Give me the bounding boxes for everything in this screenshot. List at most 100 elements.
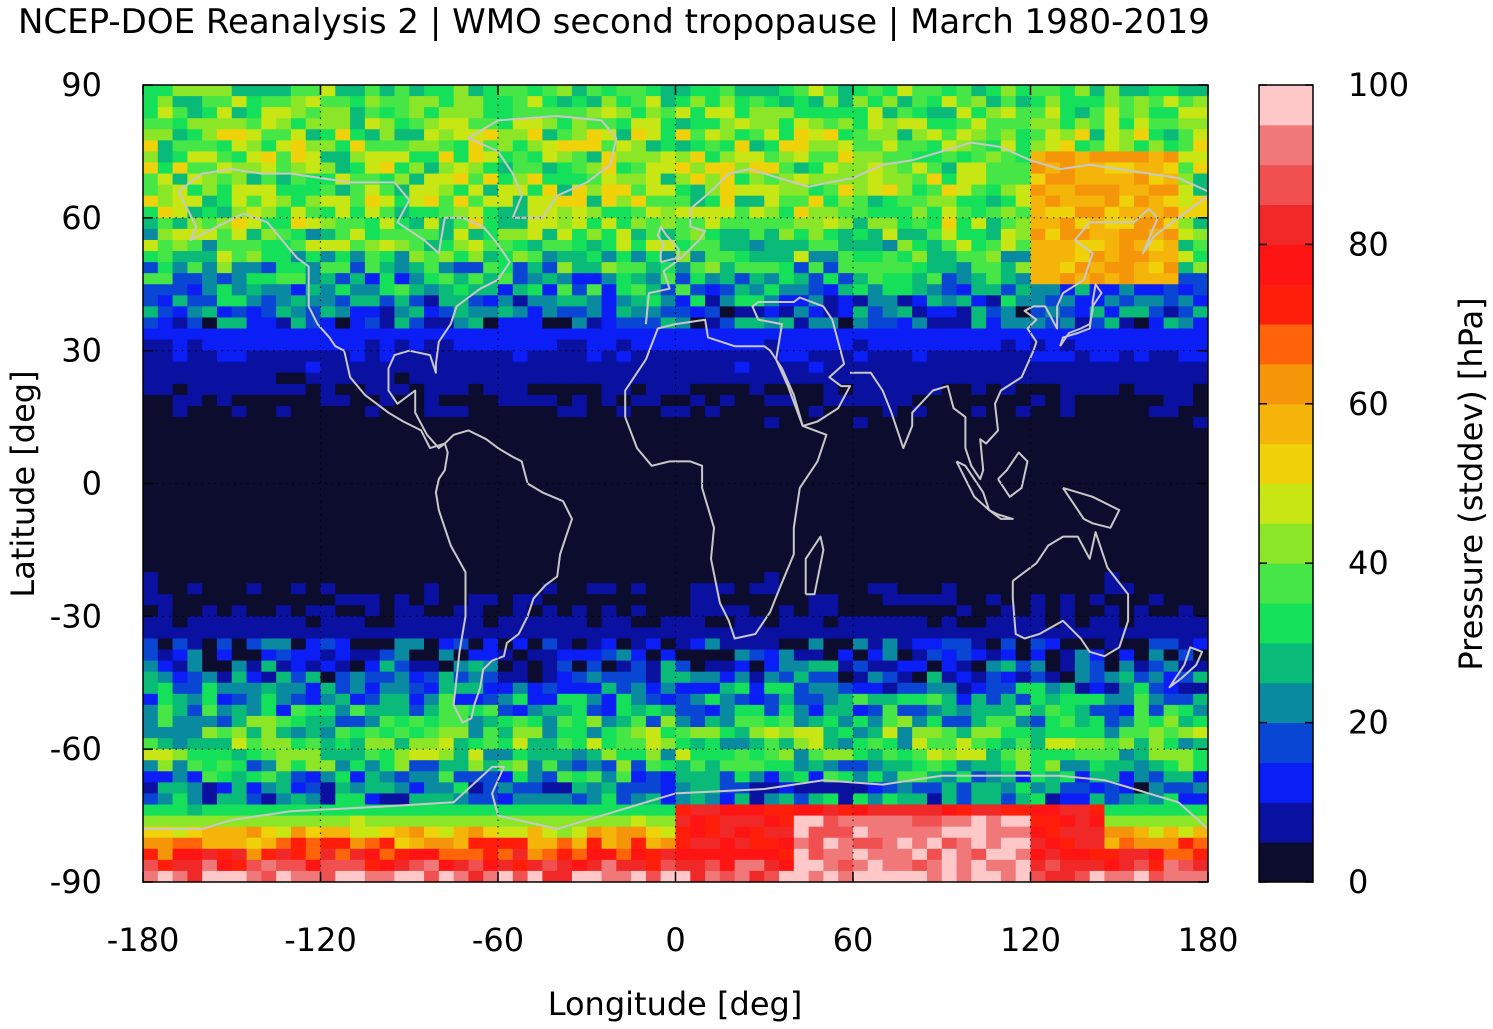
heatmap-cell (216, 826, 233, 839)
heatmap-cell (1134, 505, 1150, 518)
heatmap-cell (749, 594, 765, 606)
heatmap-cell (305, 262, 322, 274)
heatmap-cell (231, 837, 248, 850)
heatmap-cell (675, 560, 691, 573)
heatmap-cell (690, 616, 706, 629)
heatmap-cell (897, 151, 913, 164)
heatmap-cell (690, 483, 706, 496)
heatmap-cell (246, 461, 262, 474)
heatmap-cell (705, 638, 721, 651)
heatmap-cell (601, 671, 617, 684)
heatmap-cell (394, 439, 410, 451)
heatmap-cell (734, 505, 751, 518)
heatmap-cell (409, 85, 425, 97)
heatmap-cell (586, 682, 603, 695)
heatmap-cell (498, 129, 514, 141)
heatmap-cell (1045, 738, 1061, 750)
heatmap-cell (838, 140, 854, 153)
heatmap-cell (675, 140, 691, 153)
heatmap-cell (838, 505, 854, 518)
heatmap-cell (779, 583, 795, 595)
heatmap-cell (1060, 184, 1076, 197)
heatmap-cell (1000, 505, 1017, 518)
heatmap-cell (453, 339, 470, 352)
heatmap-cell (364, 494, 381, 507)
heatmap-cell (527, 848, 543, 861)
heatmap-cell (498, 306, 514, 319)
heatmap-cell (1015, 129, 1032, 141)
heatmap-cell (1060, 428, 1076, 440)
heatmap-cell (246, 693, 262, 706)
heatmap-cell (645, 638, 662, 651)
heatmap-cell (216, 837, 233, 850)
heatmap-cell (956, 583, 972, 595)
heatmap-cell (616, 406, 632, 418)
heatmap-cell (143, 715, 159, 728)
heatmap-cell (216, 450, 233, 462)
heatmap-cell (882, 815, 898, 828)
heatmap-cell (498, 727, 514, 739)
heatmap-cell (1030, 461, 1046, 474)
heatmap-cell (912, 406, 928, 418)
heatmap-cell (616, 151, 632, 164)
heatmap-cell (1163, 538, 1180, 551)
heatmap-cell (853, 815, 869, 828)
heatmap-cell (897, 461, 913, 474)
heatmap-cell (749, 317, 765, 330)
heatmap-cell (1074, 118, 1091, 130)
heatmap-cell (586, 837, 603, 850)
heatmap-cell (986, 627, 1002, 640)
heatmap-cell (571, 96, 588, 108)
heatmap-cell (143, 140, 159, 153)
heatmap-cell (764, 594, 780, 606)
heatmap-cell (853, 704, 869, 717)
heatmap-cell (379, 583, 396, 595)
heatmap-cell (246, 273, 262, 285)
heatmap-cell (1163, 151, 1180, 164)
heatmap-cell (305, 627, 322, 640)
heatmap-cell (1119, 262, 1135, 274)
heatmap-cell (246, 527, 262, 540)
heatmap-cell (143, 793, 159, 806)
heatmap-cell (660, 228, 677, 241)
heatmap-cell (290, 638, 307, 651)
heatmap-cell (172, 793, 188, 806)
heatmap-cell (1030, 527, 1046, 540)
heatmap-cell (1045, 394, 1061, 407)
heatmap-cell (645, 483, 662, 496)
heatmap-cell (675, 361, 691, 374)
heatmap-cell (1134, 560, 1150, 573)
heatmap-cell (1148, 217, 1165, 230)
heatmap-cell (557, 428, 573, 440)
heatmap-cell (808, 837, 825, 850)
heatmap-cell (1134, 228, 1150, 241)
heatmap-cell (261, 649, 277, 662)
heatmap-cell (424, 649, 440, 662)
heatmap-cell (719, 793, 736, 806)
heatmap-cell (542, 417, 558, 429)
heatmap-cell (364, 417, 381, 429)
heatmap-cell (438, 671, 455, 684)
heatmap-cell (335, 217, 351, 230)
heatmap-cell (734, 439, 751, 451)
heatmap-cell (764, 118, 780, 130)
heatmap-cell (364, 616, 381, 629)
heatmap-cell (527, 140, 543, 153)
heatmap-cell (335, 173, 351, 186)
heatmap-cell (261, 228, 277, 241)
heatmap-cell (734, 605, 751, 617)
heatmap-cell (1104, 195, 1120, 208)
heatmap-cell (586, 727, 603, 739)
heatmap-cell (1178, 228, 1194, 241)
heatmap-cell (364, 328, 381, 341)
heatmap-cell (645, 372, 662, 385)
heatmap-cell (483, 173, 499, 186)
heatmap-cell (601, 273, 617, 285)
heatmap-cell (1030, 793, 1046, 806)
heatmap-cell (1045, 538, 1061, 551)
heatmap-cell (1060, 372, 1076, 385)
heatmap-cell (1163, 85, 1180, 97)
heatmap-cell (172, 306, 188, 319)
heatmap-cell (290, 184, 307, 197)
heatmap-cell (853, 162, 869, 175)
